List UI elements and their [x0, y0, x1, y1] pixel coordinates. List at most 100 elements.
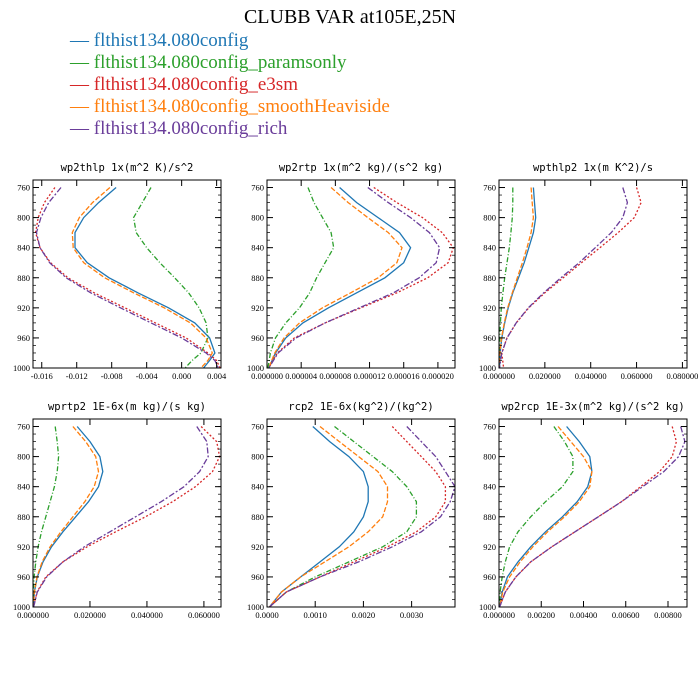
- x-tick-label: 0.000004: [285, 371, 318, 381]
- x-tick-label: 0.060000: [621, 371, 653, 381]
- series-line-3: [268, 186, 455, 368]
- x-tick-label: 0.00400: [570, 610, 598, 620]
- series-line-5: [268, 186, 441, 368]
- x-tick-label: 0.020000: [74, 610, 106, 620]
- y-tick-label: 960: [483, 572, 496, 582]
- y-tick-label: 800: [17, 213, 30, 223]
- x-tick-label: 0.0020: [352, 610, 375, 620]
- y-tick-label: 1000: [479, 363, 496, 373]
- plot-frame: [32, 179, 222, 369]
- panel-title: wp2thlp 1x(m^2 K)/s^2: [61, 162, 194, 174]
- panel-4: wprtp2 1E-6x(m kg)/(s kg) 760 800 840 880 920…: [13, 401, 222, 620]
- y-tick-label: 880: [251, 273, 264, 283]
- plot-frame: [498, 179, 688, 369]
- legend-entry: — flthist134.080config_paramsonly: [70, 52, 347, 73]
- panel-title: wprtp2 1E-6x(m kg)/(s kg): [48, 401, 206, 413]
- x-tick-label: -0.016: [31, 371, 53, 381]
- y-tick-label: 1000: [13, 363, 30, 373]
- panel-5: rcp2 1E-6x(kg^2)/(kg^2) 760 800 840 880 920 96…: [247, 401, 456, 620]
- figure-title: CLUBB VAR at105E,25N: [243, 6, 457, 28]
- series-line-2: [267, 187, 335, 368]
- x-tick-label: 0.000012: [354, 371, 386, 381]
- x-tick-label: -0.004: [136, 371, 159, 381]
- x-tick-label: 0.0000: [255, 610, 278, 620]
- x-tick-label: 0.060000: [188, 610, 220, 620]
- x-tick-label: 0.00200: [527, 610, 555, 620]
- legend-entry: — flthist134.080config_e3sm: [70, 74, 298, 95]
- y-tick-label: 960: [483, 333, 496, 343]
- x-tick-label: 0.000000: [251, 371, 283, 381]
- y-tick-label: 760: [17, 422, 30, 432]
- y-tick-label: 840: [483, 482, 496, 492]
- y-tick-label: 1000: [247, 602, 264, 612]
- x-tick-label: 0.000000: [17, 610, 49, 620]
- x-tick-label: 0.080000: [666, 371, 698, 381]
- y-tick-label: 840: [17, 243, 30, 253]
- y-tick-label: 760: [17, 183, 30, 193]
- y-tick-label: 800: [251, 452, 264, 462]
- y-tick-label: 880: [251, 512, 264, 522]
- x-tick-label: 0.000000: [483, 610, 515, 620]
- x-tick-label: 0.00800: [654, 610, 682, 620]
- y-tick-label: 880: [17, 273, 30, 283]
- legend: — flthist134.080config — flthist134.080c…: [70, 30, 390, 140]
- series-line-4: [33, 426, 100, 607]
- y-tick-label: 1000: [479, 602, 496, 612]
- y-tick-label: 960: [251, 572, 264, 582]
- series-line-3: [34, 187, 221, 368]
- x-tick-label: 0.004: [207, 371, 227, 381]
- y-tick-label: 920: [483, 303, 496, 313]
- y-tick-label: 920: [17, 303, 30, 313]
- legend-entry: — flthist134.080config_rich: [70, 118, 288, 139]
- y-tick-label: 760: [251, 183, 264, 193]
- x-tick-label: 0.000000: [483, 371, 515, 381]
- plot-frame: [498, 418, 688, 608]
- y-tick-label: 800: [483, 452, 496, 462]
- series-line-5: [35, 187, 219, 368]
- plot-frame: [32, 418, 222, 608]
- y-tick-label: 1000: [13, 602, 30, 612]
- series-line-4: [499, 426, 593, 607]
- y-tick-label: 800: [483, 213, 496, 223]
- x-tick-label: 0.020000: [529, 371, 561, 381]
- series-line-5: [499, 426, 686, 607]
- x-tick-label: 0.0030: [400, 610, 423, 620]
- series-line-5: [268, 426, 455, 607]
- y-tick-label: 1000: [247, 363, 264, 373]
- y-tick-label: 880: [483, 512, 496, 522]
- y-tick-label: 840: [483, 243, 496, 253]
- series-line-1: [268, 187, 412, 368]
- y-tick-label: 840: [17, 482, 30, 492]
- y-tick-label: 800: [251, 213, 264, 223]
- y-tick-label: 760: [483, 422, 496, 432]
- legend-entry: — flthist134.080config: [70, 30, 249, 51]
- y-tick-label: 880: [17, 512, 30, 522]
- y-tick-label: 920: [483, 542, 496, 552]
- panel-title: wp2rtp 1x(m^2 kg)/(s^2 kg): [279, 162, 443, 174]
- panel-1: wp2thlp 1x(m^2 K)/s^2 760 800 840 880 920 960 1…: [13, 162, 227, 381]
- x-tick-label: -0.012: [66, 371, 88, 381]
- x-tick-label: 0.000016: [388, 371, 420, 381]
- y-tick-label: 960: [17, 572, 30, 582]
- series-line-1: [33, 426, 104, 607]
- series-line-4: [268, 187, 403, 368]
- x-tick-label: 0.000: [172, 371, 191, 381]
- series-line-1: [74, 187, 216, 368]
- x-tick-label: 0.0010: [304, 610, 327, 620]
- y-tick-label: 840: [251, 243, 264, 253]
- y-tick-label: 760: [251, 422, 264, 432]
- y-tick-label: 920: [251, 303, 264, 313]
- y-tick-label: 760: [483, 183, 496, 193]
- series-line-1: [499, 426, 593, 607]
- series-line-3: [33, 426, 221, 607]
- x-tick-label: 0.000020: [422, 371, 454, 381]
- panel-title: wp2rcp 1E-3x(m^2 kg)/(s^2 kg): [501, 401, 684, 413]
- x-tick-label: 0.040000: [575, 371, 607, 381]
- y-tick-label: 800: [17, 452, 30, 462]
- series-line-4: [268, 425, 389, 607]
- series-line-1: [268, 426, 369, 607]
- x-tick-label: 0.000008: [319, 371, 351, 381]
- y-tick-label: 840: [251, 482, 264, 492]
- y-tick-label: 920: [251, 542, 264, 552]
- y-tick-label: 960: [251, 333, 264, 343]
